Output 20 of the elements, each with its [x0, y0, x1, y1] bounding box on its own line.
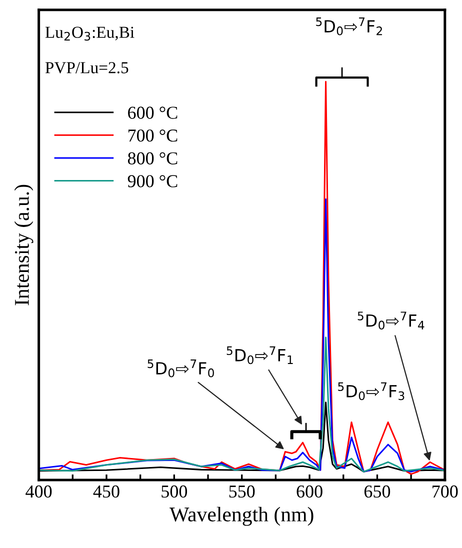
x-axis-title: Wavelength (nm): [170, 506, 314, 526]
annotation: $^{5}$D$_{0}$⇨$^{7}$F$_{0}$: [148, 359, 214, 378]
text: PVP/Lu=2.5: [45, 62, 128, 74]
annotation: $^{5}$D$_{0}$⇨$^{7}$F$_{1}$: [226, 346, 293, 364]
annotation: $^{5}$D$_{0}$⇨$^{7}$F$_{2}$: [316, 17, 382, 36]
y-axis-title: Intensity (a.u.): [14, 184, 34, 306]
x-tick-label: 550: [229, 485, 255, 498]
annotation: $^{5}$D$_{0}$⇨$^{7}$F$_{4}$: [358, 312, 424, 330]
legend-label: 700 °C: [128, 129, 178, 142]
x-tick-label: 650: [364, 485, 390, 498]
text: Lu$_{2}$O$_{3}$:Eu,Bi: [45, 26, 134, 41]
x-tick-label: 450: [93, 485, 120, 498]
legend-label: 600 °C: [128, 106, 178, 119]
legend-label: 900 °C: [128, 175, 178, 188]
x-tick-label: 400: [26, 485, 52, 498]
x-tick-label: 600: [296, 485, 322, 498]
x-tick-label: 700: [432, 485, 458, 498]
legend-label: 800 °C: [128, 152, 178, 164]
x-tick-label: 500: [162, 485, 188, 498]
annotation: $^{5}$D$_{0}$⇨$^{7}$F$_{3}$: [338, 382, 404, 400]
